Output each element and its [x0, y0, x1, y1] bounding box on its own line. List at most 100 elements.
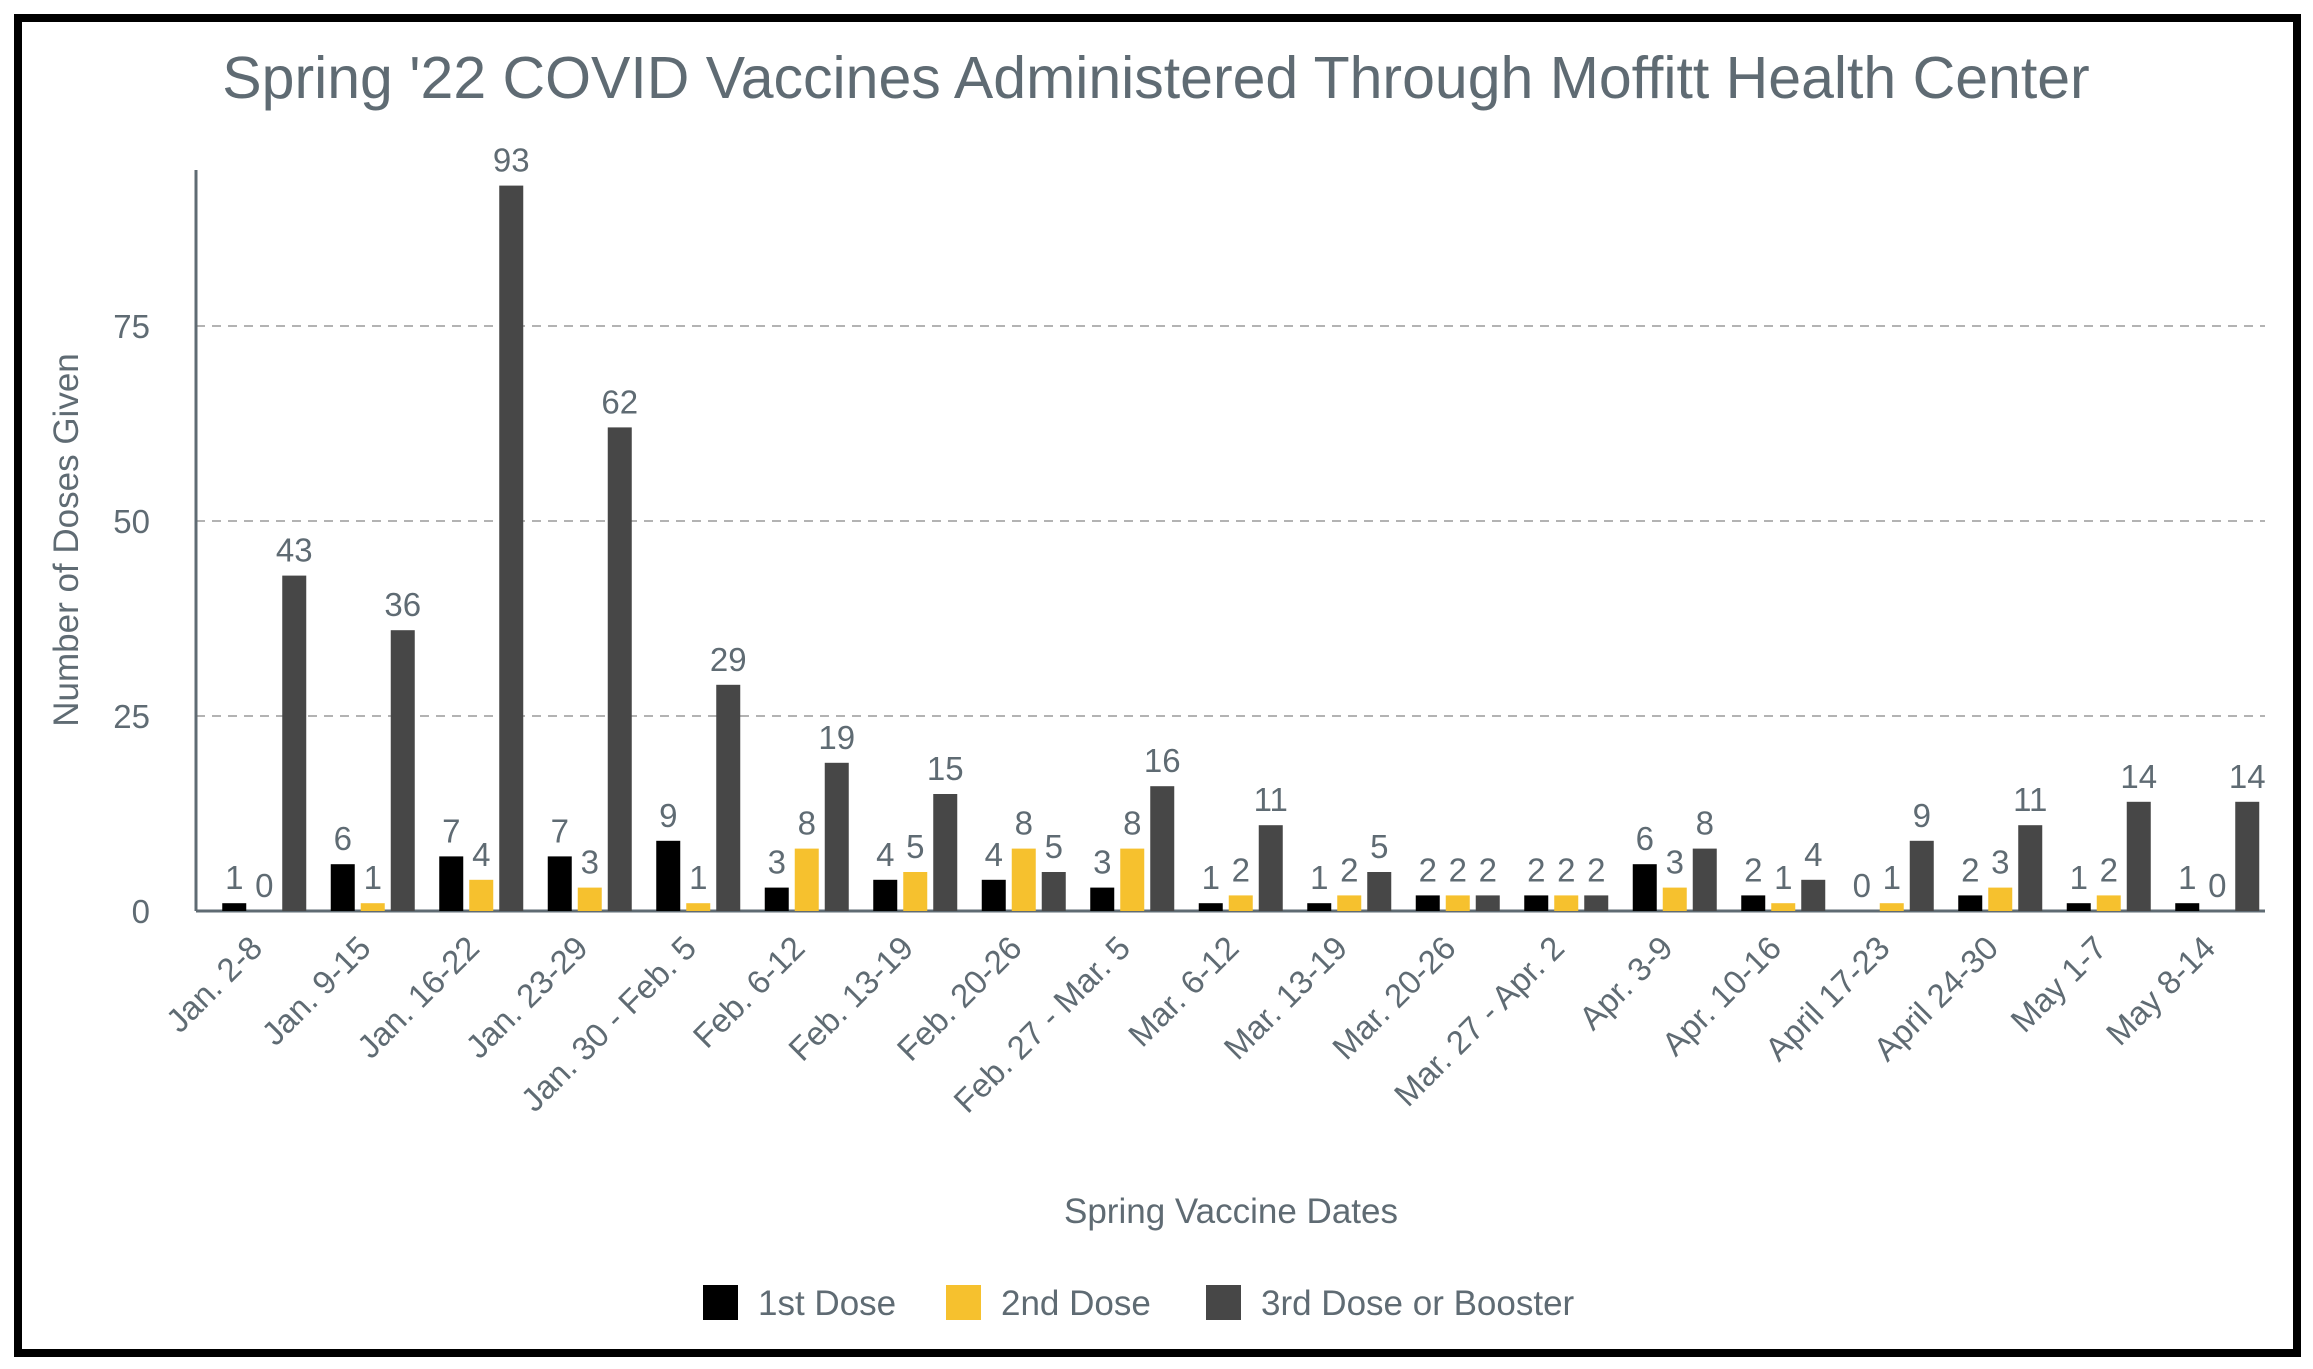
data-label: 7 [551, 812, 569, 849]
y-tick-labels: 0 25 50 75 [113, 308, 150, 930]
data-label: 3 [1093, 844, 1111, 881]
data-label: 9 [659, 797, 677, 834]
bar-3-8 [1150, 786, 1175, 911]
data-label: 19 [818, 719, 855, 756]
bar-2-11 [1445, 895, 1470, 911]
bar-1-1 [330, 864, 355, 911]
legend-swatch-1 [703, 1285, 738, 1320]
bar-3-12 [1584, 895, 1609, 911]
legend-swatch-3 [1206, 1285, 1241, 1320]
bar-2-14 [1771, 903, 1796, 911]
data-label: 62 [601, 383, 638, 420]
legend-swatch-2 [946, 1285, 981, 1320]
y-tick-label: 75 [113, 308, 150, 345]
data-label: 0 [2208, 867, 2226, 904]
bar-2-4 [686, 903, 711, 911]
data-label: 3 [1991, 844, 2009, 881]
data-label: 1 [2070, 859, 2088, 896]
bar-1-7 [981, 879, 1006, 911]
x-axis-title: Spring Vaccine Dates [1064, 1192, 1398, 1231]
bar-2-8 [1120, 848, 1145, 911]
bar-3-7 [1041, 872, 1066, 911]
data-label: 3 [581, 844, 599, 881]
bar-1-17 [2066, 903, 2091, 911]
data-label: 2 [1744, 851, 1762, 888]
data-label: 36 [384, 586, 421, 623]
bar-2-2 [469, 879, 494, 911]
data-label: 1 [1883, 859, 1901, 896]
data-label: 1 [1774, 859, 1792, 896]
y-tick-label: 50 [113, 503, 150, 540]
data-label: 4 [985, 836, 1003, 873]
bar-2-10 [1337, 895, 1362, 911]
data-label: 93 [493, 142, 530, 179]
data-label: 2 [1587, 851, 1605, 888]
data-label: 8 [1123, 805, 1141, 842]
bar-3-10 [1367, 872, 1392, 911]
data-label: 6 [334, 820, 352, 857]
data-label: 1 [2178, 859, 2196, 896]
bar-1-18 [2175, 903, 2200, 911]
data-label: 2 [1527, 851, 1545, 888]
legend-label-2: 2nd Dose [1001, 1284, 1151, 1323]
bar-3-16 [2018, 825, 2043, 911]
data-label: 2 [1479, 851, 1497, 888]
bar-1-4 [656, 840, 681, 911]
data-label: 0 [255, 867, 273, 904]
data-label: 11 [1254, 781, 1288, 818]
data-label: 0 [1853, 867, 1871, 904]
data-label: 2 [1419, 851, 1437, 888]
bar-1-9 [1198, 903, 1223, 911]
y-axis-title: Number of Doses Given [47, 353, 86, 726]
data-label: 4 [876, 836, 894, 873]
data-label: 5 [1045, 828, 1063, 865]
bar-3-1 [390, 630, 415, 911]
data-label: 29 [710, 641, 747, 678]
data-label: 15 [927, 750, 964, 787]
data-label: 4 [472, 836, 490, 873]
data-label: 9 [1913, 797, 1931, 834]
data-label: 1 [225, 859, 243, 896]
data-label: 1 [1202, 859, 1220, 896]
chart-title: Spring '22 COVID Vaccines Administered T… [222, 45, 2089, 111]
bar-2-15 [1879, 903, 1904, 911]
legend-label-3: 3rd Dose or Booster [1261, 1284, 1575, 1323]
data-label: 2 [1961, 851, 1979, 888]
data-label: 11 [2013, 781, 2047, 818]
data-label: 3 [768, 844, 786, 881]
data-label: 2 [1557, 851, 1575, 888]
bar-3-2 [499, 185, 524, 912]
bar-3-6 [933, 794, 958, 911]
bar-3-18 [2235, 801, 2260, 911]
bar-1-12 [1524, 895, 1549, 911]
data-label: 5 [1370, 828, 1388, 865]
x-tick-label: May 8-14 [2099, 929, 2222, 1052]
bar-1-3 [547, 856, 572, 911]
bar-2-13 [1662, 887, 1687, 911]
gridlines [196, 325, 2265, 717]
y-tick-label: 0 [132, 893, 150, 930]
x-tick-label: Jan. 2-8 [159, 929, 269, 1039]
x-tick-label: Apr. 3-9 [1572, 929, 1680, 1037]
bar-2-16 [1988, 887, 2013, 911]
bar-1-13 [1632, 864, 1657, 911]
bar-3-9 [1258, 825, 1283, 911]
legend-label-1: 1st Dose [758, 1284, 896, 1323]
bar-2-3 [577, 887, 602, 911]
data-label: 2 [1449, 851, 1467, 888]
bar-1-6 [873, 879, 898, 911]
bars [222, 185, 2260, 912]
bar-1-14 [1741, 895, 1766, 911]
data-label: 5 [906, 828, 924, 865]
data-label: 2 [1232, 851, 1250, 888]
bar-3-17 [2126, 801, 2151, 911]
bar-2-1 [360, 903, 385, 911]
bar-2-9 [1228, 895, 1253, 911]
bar-3-15 [1909, 840, 1934, 911]
data-label: 43 [276, 532, 313, 569]
bar-3-14 [1801, 879, 1826, 911]
data-label: 14 [2120, 758, 2157, 795]
data-label: 8 [1015, 805, 1033, 842]
